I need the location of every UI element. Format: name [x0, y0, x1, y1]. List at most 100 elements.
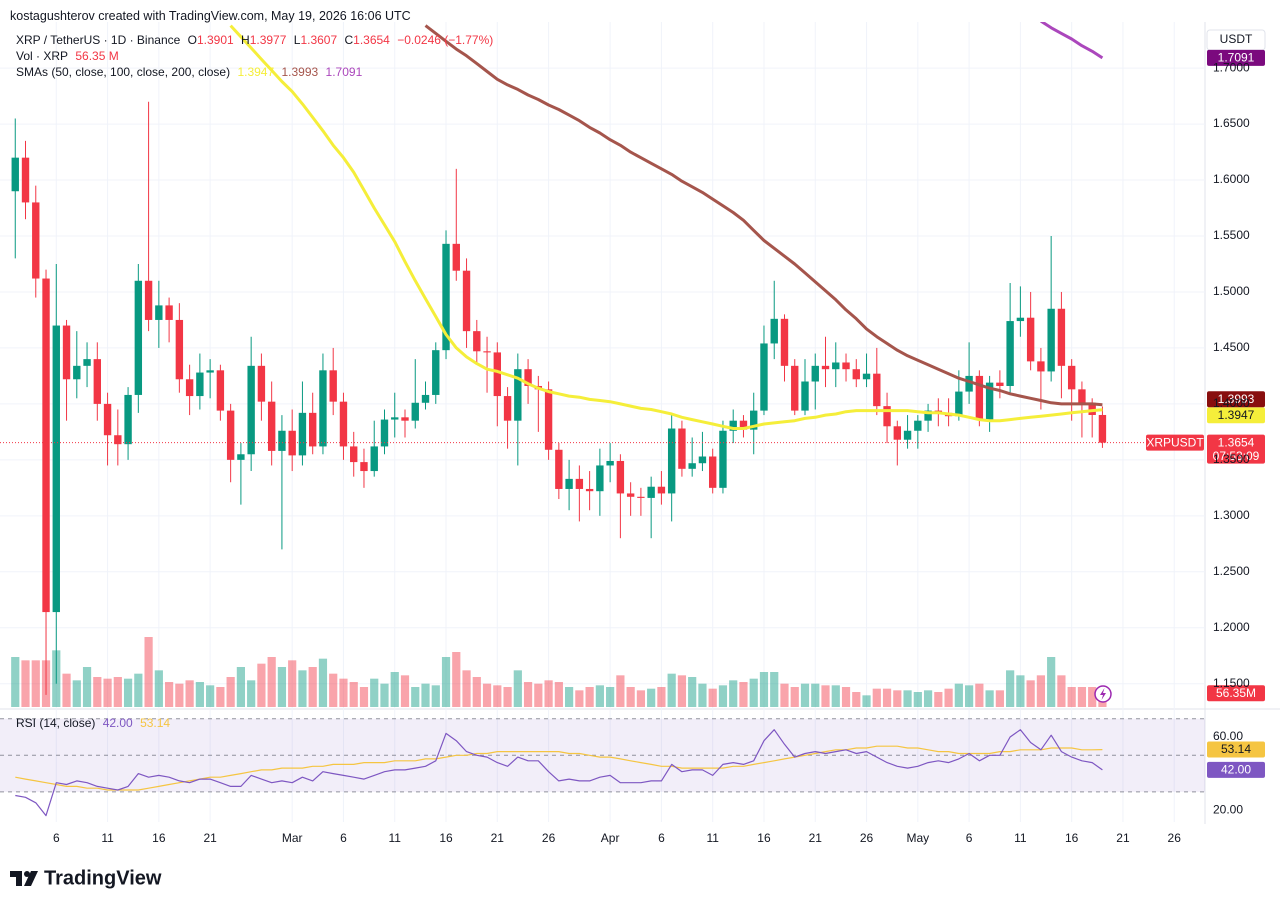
logo-mark [24, 871, 38, 886]
volume-bar [636, 690, 645, 707]
volume-bar [370, 678, 379, 707]
candle-body [165, 305, 173, 320]
candle-body [791, 365, 799, 411]
volume-bar [739, 682, 748, 707]
candle-body [411, 402, 419, 421]
candle-body [544, 389, 553, 450]
candle-body [421, 394, 430, 403]
candle-body [155, 305, 163, 320]
o-value: 1.3901 [196, 33, 234, 47]
volume-bar [944, 688, 953, 707]
y-tick-label: 1.4000 [1213, 396, 1250, 410]
legend-sma: SMAs (50, close, 100, close, 200, close)… [16, 64, 366, 80]
candle-body [267, 401, 276, 451]
volume-bar [482, 683, 492, 707]
pane [0, 22, 1205, 817]
volume-bar [82, 667, 92, 707]
volume-bar [206, 685, 215, 707]
volume-bar [175, 683, 184, 707]
volume-bar [267, 657, 276, 707]
candle-body [339, 401, 348, 447]
candle-body [134, 280, 143, 395]
candle-body [62, 325, 71, 380]
volume-bar [21, 660, 30, 707]
candle-body [288, 430, 296, 456]
candle-body [657, 486, 666, 494]
y-tick-label: 60.00 [1213, 729, 1243, 743]
rsi-tag-text: 53.14 [1221, 742, 1251, 756]
volume-bar [93, 677, 102, 707]
alert-icon[interactable] [1094, 685, 1112, 703]
candle-body [965, 375, 973, 392]
brand: TradingView [44, 867, 162, 889]
volume-bar [134, 673, 143, 707]
candle-body [626, 493, 635, 497]
x-tick-label: 6 [53, 831, 60, 845]
x-tick-label: 26 [1168, 831, 1182, 845]
vol-value: 56.35 M [75, 49, 119, 63]
volume-bar [800, 683, 810, 707]
volume-bar [1077, 687, 1087, 707]
candle-body [647, 486, 655, 498]
volume-bar [288, 660, 297, 707]
candle-body [185, 379, 194, 397]
volume-bar [298, 670, 307, 707]
candle-body [1047, 308, 1055, 372]
volume-bar [103, 678, 112, 707]
rsi-tag [1207, 741, 1265, 758]
sma-value: 1.3993 [281, 65, 319, 79]
candle-body [565, 478, 573, 489]
candle-body [883, 406, 891, 427]
symbol-tag [1146, 434, 1204, 451]
volume-bar [390, 672, 399, 707]
y-tick-label: 1.2000 [1213, 620, 1250, 634]
candle-body [862, 373, 871, 380]
y-tick-label: 1.5000 [1213, 284, 1250, 298]
candle-body [329, 370, 337, 402]
candle-body [32, 202, 40, 279]
countdown: 07:53:09 [1213, 449, 1260, 463]
volume-tag-text: 56.35M [1216, 686, 1256, 700]
volume-bar [380, 683, 389, 707]
volume-bar [503, 687, 512, 707]
x-tick-label: May [906, 831, 929, 845]
price-tag [1207, 49, 1265, 66]
candle-body [309, 412, 317, 447]
volume-bar [565, 687, 574, 707]
h-value: 1.3977 [249, 33, 287, 47]
volume-bar [677, 675, 687, 707]
volume-bar [62, 673, 71, 707]
volume-bar [708, 688, 717, 707]
x-tick-label: 16 [439, 831, 453, 845]
y-tick-label: 1.2500 [1213, 564, 1250, 578]
candle-body [103, 403, 112, 436]
candle-body [842, 362, 850, 370]
volume-bar [523, 682, 533, 707]
volume-bar [113, 677, 122, 707]
candle-body [298, 412, 307, 456]
candle-body [1037, 361, 1045, 372]
volume-bar [195, 682, 204, 707]
volume-bar [1067, 687, 1076, 707]
volume-bar [821, 685, 830, 707]
rsi-tag-text: 42.00 [1221, 763, 1251, 777]
candle-body [1067, 365, 1076, 390]
volume-bar [452, 652, 461, 707]
volume-bar [247, 680, 256, 707]
c-label: C [344, 33, 354, 47]
candle-body [893, 426, 901, 440]
sma-title: SMAs (50, close, 100, close, 200, close) [16, 65, 231, 79]
candle-body [473, 331, 481, 352]
candle-body [770, 318, 778, 344]
candle-body [278, 430, 286, 451]
legend-rsi: RSI (14, close) 42.00 53.14 [16, 715, 174, 731]
l-label: L [293, 33, 301, 47]
line [15, 729, 1103, 817]
o-label: O [187, 33, 197, 47]
volume-bar [123, 678, 133, 707]
volume-bar [965, 685, 974, 707]
volume-bar [226, 677, 235, 707]
candle-body [52, 325, 60, 613]
x-tick-label: 21 [1116, 831, 1130, 845]
